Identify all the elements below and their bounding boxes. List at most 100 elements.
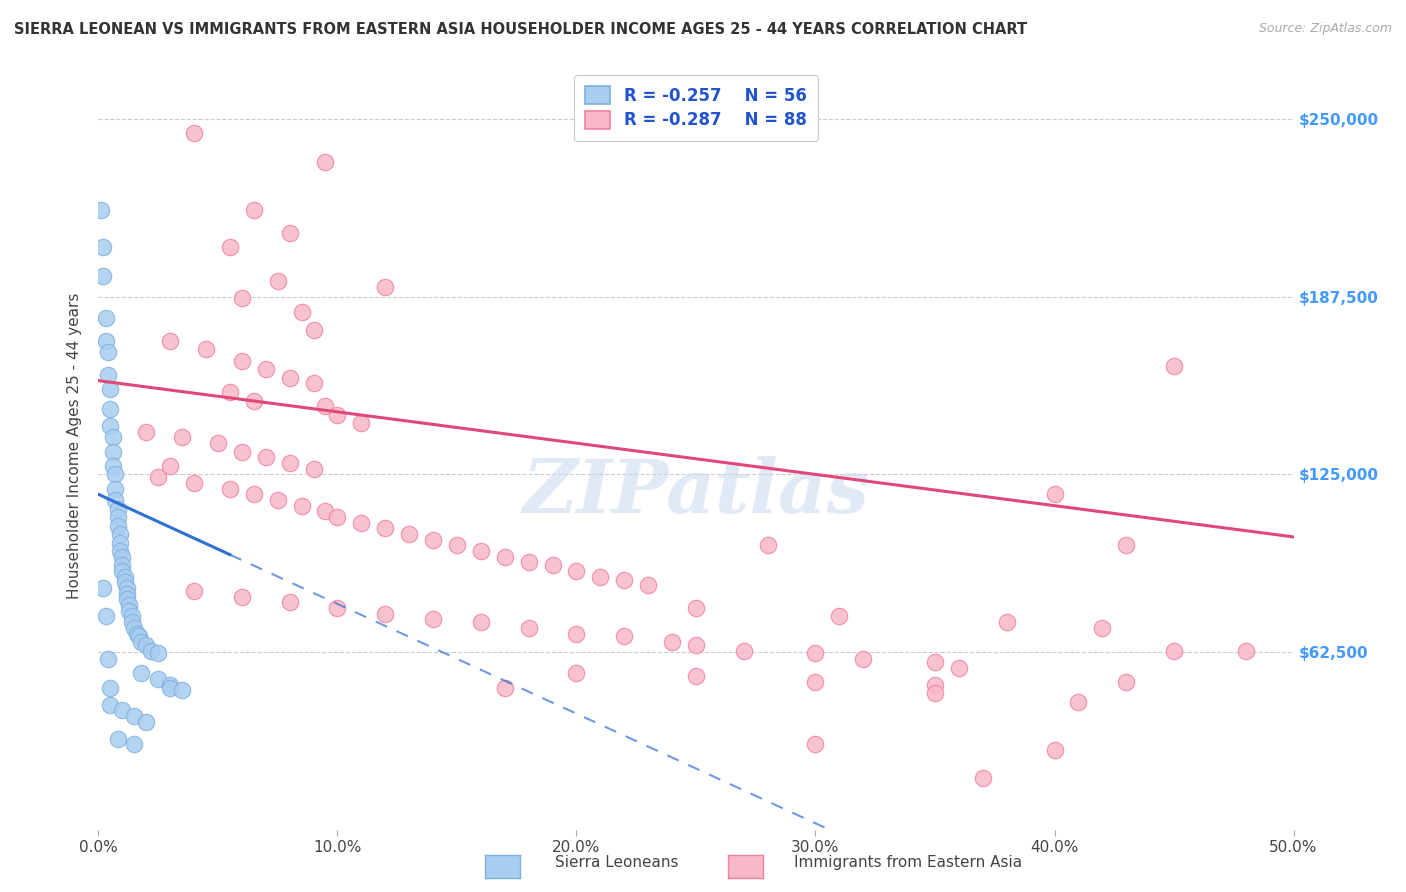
Point <box>118 598 141 612</box>
Point <box>98 382 122 396</box>
Point <box>291 305 314 319</box>
Point <box>124 621 146 635</box>
Point <box>254 362 277 376</box>
Point <box>135 714 157 729</box>
Point <box>1115 674 1137 689</box>
Point <box>231 353 253 368</box>
Point <box>422 533 444 547</box>
Text: SIERRA LEONEAN VS IMMIGRANTS FROM EASTERN ASIA HOUSEHOLDER INCOME AGES 25 - 44 Y: SIERRA LEONEAN VS IMMIGRANTS FROM EASTER… <box>14 22 1028 37</box>
Point <box>517 556 540 570</box>
Point <box>685 638 707 652</box>
Point <box>94 609 117 624</box>
Point <box>517 621 540 635</box>
Point <box>565 626 588 640</box>
Point <box>108 544 131 558</box>
Point <box>613 629 636 643</box>
Point <box>661 635 683 649</box>
Point <box>104 482 127 496</box>
Point <box>422 612 444 626</box>
Point <box>91 581 114 595</box>
Point <box>107 501 129 516</box>
Point <box>1115 538 1137 552</box>
Point <box>159 678 181 692</box>
Point <box>804 737 827 751</box>
Point <box>159 334 181 348</box>
Point <box>114 575 136 590</box>
Point <box>121 615 143 629</box>
Point <box>98 698 122 712</box>
Point <box>124 737 146 751</box>
Point <box>685 669 707 683</box>
Point <box>219 240 242 254</box>
Point <box>231 444 253 458</box>
Point <box>302 322 325 336</box>
Point <box>613 573 636 587</box>
Point <box>104 467 127 482</box>
Point <box>278 371 301 385</box>
Point <box>302 461 325 475</box>
Point <box>326 510 349 524</box>
Point <box>183 583 205 598</box>
Point <box>278 456 301 470</box>
Point <box>494 681 516 695</box>
Point <box>111 564 134 578</box>
Point <box>350 417 373 431</box>
Point <box>243 203 266 218</box>
Legend: R = -0.257    N = 56, R = -0.287    N = 88: R = -0.257 N = 56, R = -0.287 N = 88 <box>574 75 818 141</box>
Point <box>1234 643 1257 657</box>
Point <box>470 544 492 558</box>
Point <box>97 652 120 666</box>
Text: ZIPatlas: ZIPatlas <box>523 456 869 528</box>
Point <box>315 504 337 518</box>
Point <box>948 660 970 674</box>
Point <box>118 604 141 618</box>
Point <box>326 408 349 422</box>
Point <box>972 772 994 786</box>
Point <box>115 581 138 595</box>
Point <box>104 493 127 508</box>
Point <box>1163 359 1185 374</box>
Point <box>315 399 337 413</box>
Point <box>326 601 349 615</box>
Point <box>183 475 205 490</box>
Point <box>828 609 851 624</box>
Point <box>172 683 194 698</box>
Point <box>148 647 170 661</box>
Point <box>125 626 148 640</box>
Point <box>115 592 138 607</box>
Text: Immigrants from Eastern Asia: Immigrants from Eastern Asia <box>794 855 1022 870</box>
Point <box>98 681 122 695</box>
Y-axis label: Householder Income Ages 25 - 44 years: Householder Income Ages 25 - 44 years <box>67 293 83 599</box>
Point <box>91 240 114 254</box>
Point <box>852 652 875 666</box>
Point <box>183 127 205 141</box>
Point <box>121 609 143 624</box>
Point <box>637 578 659 592</box>
Point <box>243 393 266 408</box>
Point <box>733 643 755 657</box>
Point <box>565 666 588 681</box>
Point <box>267 274 290 288</box>
Point <box>108 535 131 549</box>
Point <box>108 527 131 541</box>
Point <box>172 430 194 444</box>
Point <box>374 607 396 621</box>
Point <box>159 681 181 695</box>
Point <box>278 226 301 240</box>
Point <box>107 518 129 533</box>
Point <box>207 436 229 450</box>
Point <box>995 615 1018 629</box>
Point <box>91 268 114 283</box>
Point <box>97 368 120 382</box>
Point <box>494 549 516 564</box>
Point <box>756 538 779 552</box>
Point <box>350 516 373 530</box>
Point <box>541 558 564 573</box>
Point <box>148 672 170 686</box>
Point <box>107 731 129 746</box>
Point <box>98 419 122 434</box>
Point <box>115 587 138 601</box>
Point <box>589 570 612 584</box>
Point <box>374 521 396 535</box>
Point <box>135 638 157 652</box>
